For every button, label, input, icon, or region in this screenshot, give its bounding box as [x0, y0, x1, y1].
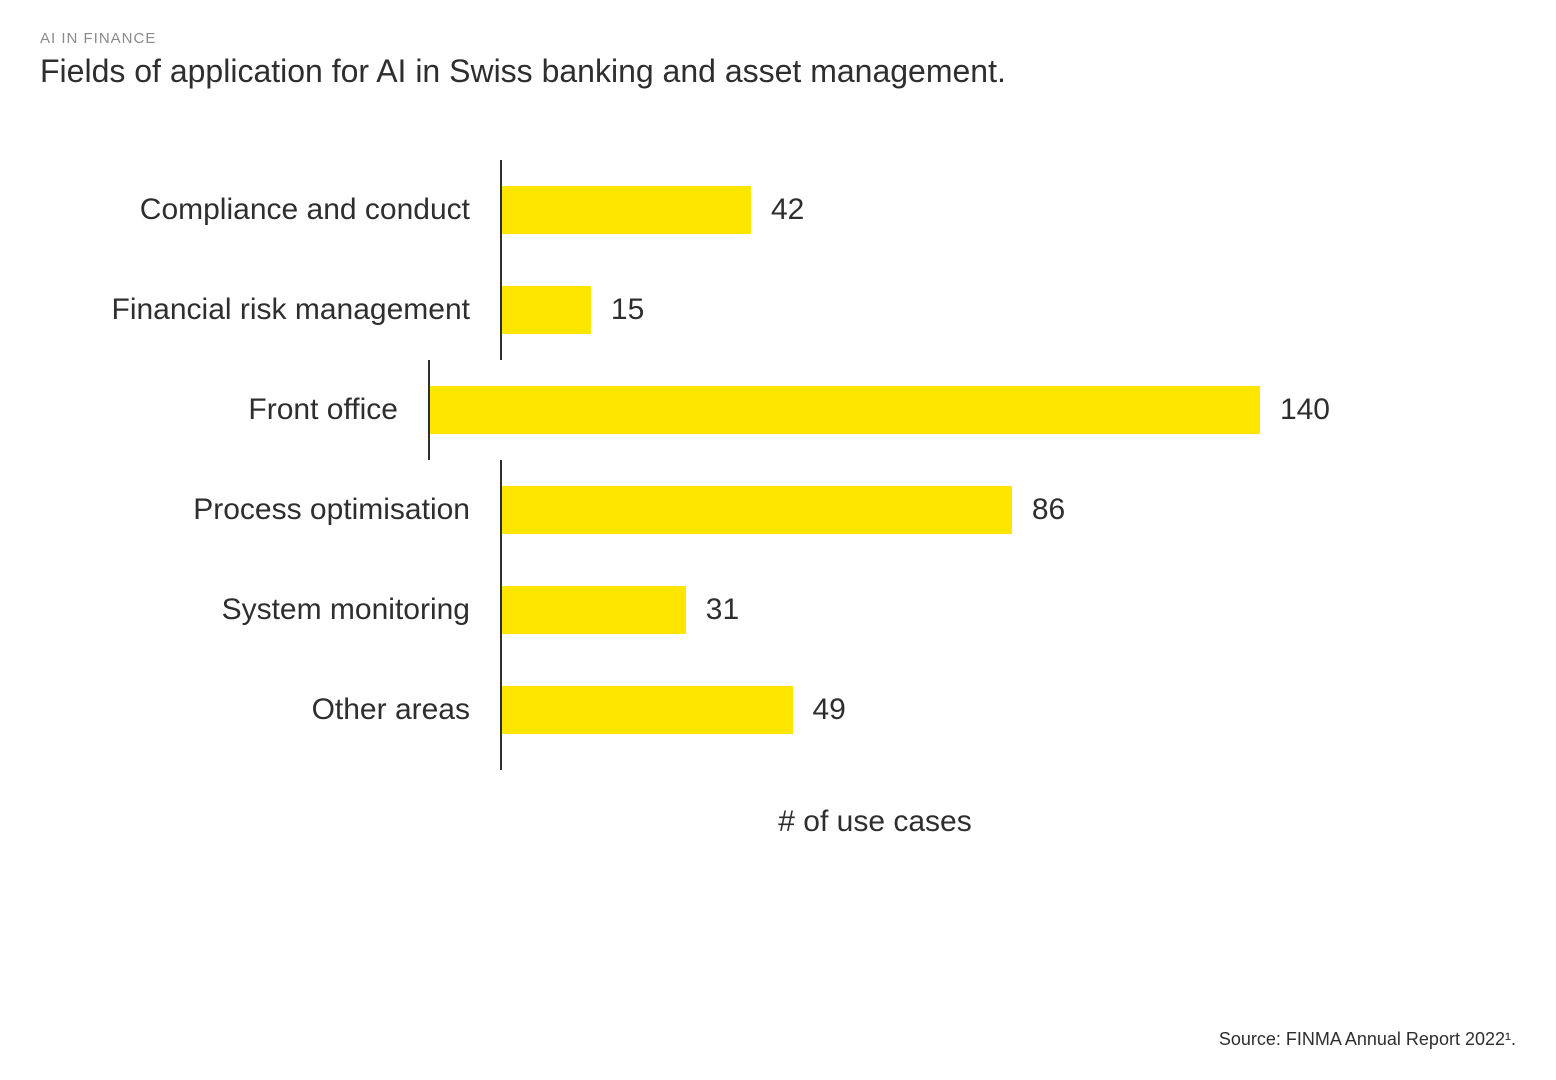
bar [502, 286, 591, 334]
category-label: Process optimisation [80, 493, 500, 527]
value-label: 86 [1032, 493, 1065, 527]
chart-source: Source: FINMA Annual Report 2022¹. [1219, 1029, 1516, 1050]
chart-row: System monitoring 31 [80, 560, 1330, 660]
category-label: Front office [80, 393, 428, 427]
category-label: Financial risk management [80, 293, 500, 327]
bar-area: 49 [500, 660, 1330, 760]
bar [430, 386, 1260, 434]
category-label: Compliance and conduct [80, 193, 500, 227]
chart-title: Fields of application for AI in Swiss ba… [40, 53, 1516, 90]
value-label: 42 [771, 193, 804, 227]
bar [502, 486, 1012, 534]
category-label: System monitoring [80, 593, 500, 627]
value-label: 31 [706, 593, 739, 627]
chart-eyebrow: AI IN FINANCE [40, 30, 1516, 47]
chart-row: Other areas 49 [80, 660, 1330, 760]
value-label: 49 [813, 693, 846, 727]
bar-area: 31 [500, 560, 1330, 660]
bar-area: 86 [500, 460, 1330, 560]
value-label: 15 [611, 293, 644, 327]
chart-row: Compliance and conduct 42 [80, 160, 1330, 260]
bar [502, 186, 751, 234]
y-axis-line [500, 760, 1330, 770]
axis-row [80, 760, 1330, 780]
chart-row: Financial risk management 15 [80, 260, 1330, 360]
chart-row: Front office 140 [80, 360, 1330, 460]
bar-area: 140 [428, 360, 1330, 460]
bar-chart: Compliance and conduct 42 Financial risk m… [80, 160, 1330, 780]
bar-area: 42 [500, 160, 1330, 260]
category-label: Other areas [80, 693, 500, 727]
chart-row: Process optimisation 86 [80, 460, 1330, 560]
x-axis-label: # of use cases [460, 805, 1290, 839]
bar [502, 586, 686, 634]
value-label: 140 [1280, 393, 1330, 427]
bar-area: 15 [500, 260, 1330, 360]
bar [502, 686, 793, 734]
